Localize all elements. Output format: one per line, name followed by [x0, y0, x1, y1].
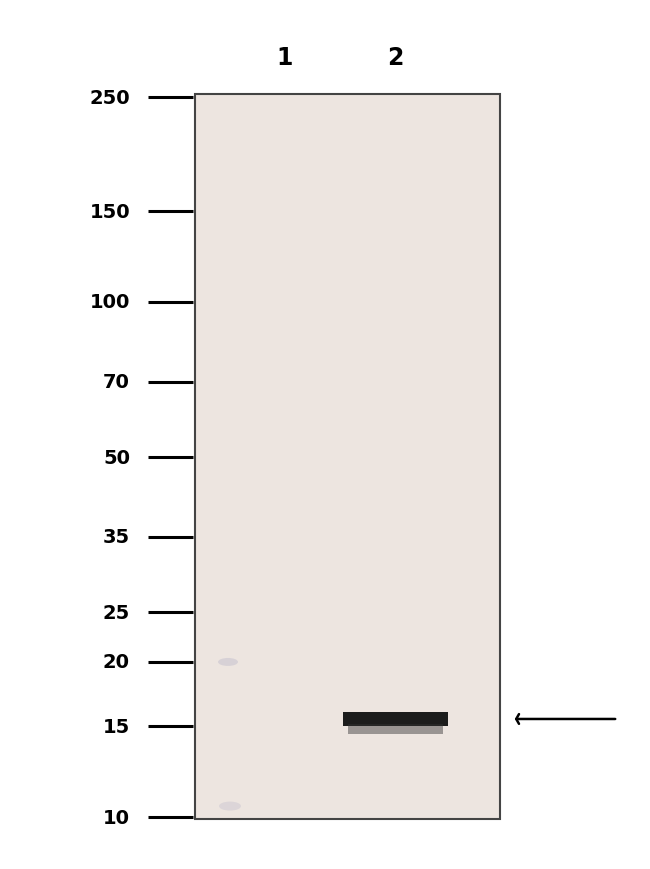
Text: 35: 35: [103, 527, 130, 547]
Text: 15: 15: [103, 717, 130, 736]
Ellipse shape: [219, 802, 241, 811]
Text: 150: 150: [90, 202, 130, 222]
Text: 20: 20: [103, 653, 130, 672]
Text: 1: 1: [277, 46, 293, 70]
Text: 250: 250: [90, 89, 130, 108]
Text: 100: 100: [90, 293, 130, 312]
Text: 50: 50: [103, 448, 130, 467]
Text: 25: 25: [103, 603, 130, 622]
Text: 70: 70: [103, 373, 130, 392]
Bar: [348, 724, 443, 734]
Bar: [195, 95, 500, 819]
Text: 2: 2: [387, 46, 403, 70]
Ellipse shape: [218, 658, 238, 667]
Bar: [343, 713, 447, 726]
Text: 10: 10: [103, 807, 130, 826]
